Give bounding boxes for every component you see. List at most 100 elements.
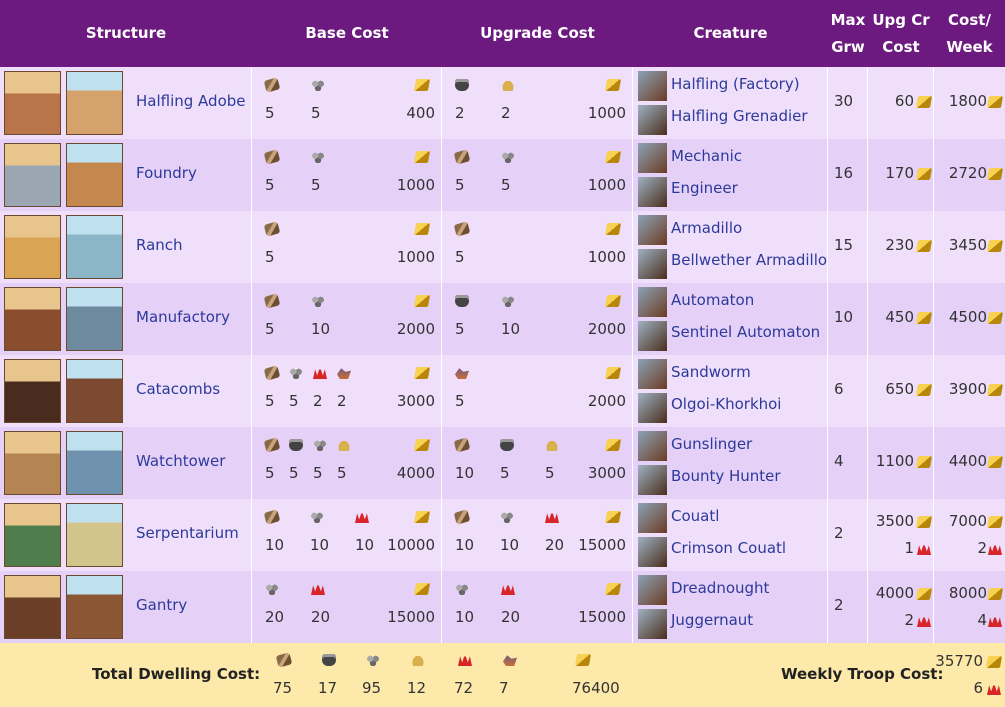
structure-image bbox=[4, 503, 61, 567]
ore-icon bbox=[311, 295, 325, 307]
structure-image bbox=[4, 143, 61, 207]
creature-name[interactable]: Automaton bbox=[671, 291, 755, 309]
ore-icon bbox=[311, 79, 325, 91]
column-divider bbox=[867, 571, 868, 643]
gold-icon bbox=[915, 240, 933, 252]
base-value: 5 bbox=[265, 320, 275, 338]
structure-name[interactable]: Ranch bbox=[136, 236, 183, 254]
gold-icon bbox=[604, 151, 622, 163]
upgrade-value: 10 bbox=[455, 536, 475, 554]
gold-icon bbox=[604, 511, 622, 523]
column-divider bbox=[867, 355, 868, 427]
creature-image bbox=[638, 431, 667, 461]
upgraded-creature-name[interactable]: Crimson Couatl bbox=[671, 539, 787, 557]
creature-image bbox=[638, 287, 667, 317]
ore-icon bbox=[265, 583, 279, 595]
column-divider bbox=[441, 139, 442, 211]
mercury-icon bbox=[455, 79, 469, 91]
structure-name[interactable]: Foundry bbox=[136, 164, 197, 182]
max-growth-value: 4 bbox=[834, 452, 844, 470]
upgrade-value: 5 bbox=[455, 248, 465, 266]
structure-name[interactable]: Halfling Adobe bbox=[136, 92, 246, 110]
creature-name[interactable]: Gunslinger bbox=[671, 435, 753, 453]
upgrade-value: 20 bbox=[501, 608, 521, 626]
base-value: 5 bbox=[289, 392, 299, 410]
column-divider bbox=[251, 67, 252, 139]
upgraded-creature-name[interactable]: Sentinel Automaton bbox=[671, 323, 821, 341]
structure-name[interactable]: Gantry bbox=[136, 596, 188, 614]
structure-name[interactable]: Manufactory bbox=[136, 308, 230, 326]
upgraded-creature-name[interactable]: Bounty Hunter bbox=[671, 467, 781, 485]
table-header: Structure Base Cost Upgrade Cost Creatur… bbox=[0, 0, 1005, 67]
base-value: 5 bbox=[313, 464, 323, 482]
header-upg-cr-line2: Cost bbox=[882, 37, 920, 56]
creature-name[interactable]: Sandworm bbox=[671, 363, 751, 381]
base-value: 5 bbox=[289, 464, 299, 482]
upgraded-creature-name[interactable]: Bellwether Armadillo bbox=[671, 251, 828, 269]
upgrade-creature-cost: 4000 bbox=[875, 584, 914, 602]
upgrade-creature-cost: 3500 bbox=[875, 512, 914, 530]
column-divider bbox=[441, 355, 442, 427]
base-value: 10000 bbox=[387, 536, 435, 554]
upgrade-creature-cost: 170 bbox=[885, 164, 914, 182]
gold-icon bbox=[413, 79, 431, 91]
base-value: 10 bbox=[355, 536, 375, 554]
upgrade-value: 3000 bbox=[587, 464, 626, 482]
upgraded-creature-name[interactable]: Engineer bbox=[671, 179, 738, 197]
gold-icon bbox=[986, 240, 1004, 252]
upgraded-structure-image bbox=[66, 71, 123, 135]
weekly-cost: 3450 bbox=[948, 236, 987, 254]
mercury-icon bbox=[455, 295, 469, 307]
structure-name[interactable]: Serpentarium bbox=[136, 524, 239, 542]
sulfur-icon bbox=[545, 439, 559, 451]
weekly-cost: 1800 bbox=[948, 92, 987, 110]
max-growth-value: 16 bbox=[834, 164, 854, 182]
column-divider bbox=[441, 427, 442, 499]
wood-icon bbox=[453, 437, 471, 453]
crystal-icon bbox=[988, 543, 1002, 555]
upgraded-creature-name[interactable]: Juggernaut bbox=[671, 611, 754, 629]
column-divider bbox=[251, 139, 252, 211]
structure-name[interactable]: Catacombs bbox=[136, 380, 221, 398]
column-divider bbox=[251, 283, 252, 355]
column-divider bbox=[933, 211, 934, 283]
upgrade-value: 2 bbox=[501, 104, 511, 122]
base-value: 5 bbox=[265, 176, 275, 194]
upgrade-value: 10 bbox=[455, 464, 475, 482]
upgrade-creature-cost: 450 bbox=[885, 308, 914, 326]
crystal-icon bbox=[545, 511, 559, 523]
creature-name[interactable]: Couatl bbox=[671, 507, 720, 525]
column-divider bbox=[827, 139, 828, 211]
wood-icon bbox=[263, 437, 281, 453]
base-value: 3000 bbox=[396, 392, 435, 410]
gold-icon bbox=[604, 439, 622, 451]
gold-icon bbox=[915, 588, 933, 600]
header-upg-cr-line1: Upg Cr bbox=[872, 10, 930, 29]
upgrade-value: 1000 bbox=[587, 176, 626, 194]
column-divider bbox=[827, 211, 828, 283]
creature-name[interactable]: Dreadnought bbox=[671, 579, 770, 597]
ore-icon bbox=[366, 654, 380, 666]
structure-image bbox=[4, 431, 61, 495]
header-cost-week-line1: Cost/ bbox=[948, 10, 991, 29]
structure-name[interactable]: Watchtower bbox=[136, 452, 226, 470]
crystal-icon bbox=[501, 583, 515, 595]
column-divider bbox=[251, 211, 252, 283]
creature-name[interactable]: Halfling (Factory) bbox=[671, 75, 800, 93]
max-growth-value: 2 bbox=[834, 596, 844, 614]
creature-name[interactable]: Mechanic bbox=[671, 147, 743, 165]
wood-icon bbox=[263, 221, 281, 237]
upgraded-creature-name[interactable]: Olgoi-Khorkhoi bbox=[671, 395, 782, 413]
gold-icon bbox=[413, 223, 431, 235]
upgraded-structure-image bbox=[66, 575, 123, 639]
creature-name[interactable]: Armadillo bbox=[671, 219, 743, 237]
weekly-cost: 4500 bbox=[948, 308, 987, 326]
upgraded-creature-image bbox=[638, 177, 667, 207]
column-divider bbox=[827, 571, 828, 643]
upgraded-structure-image bbox=[66, 215, 123, 279]
upgraded-creature-name[interactable]: Halfling Grenadier bbox=[671, 107, 808, 125]
base-value: 5 bbox=[265, 104, 275, 122]
base-value: 400 bbox=[406, 104, 435, 122]
base-value: 20 bbox=[311, 608, 331, 626]
max-growth-value: 6 bbox=[834, 380, 844, 398]
